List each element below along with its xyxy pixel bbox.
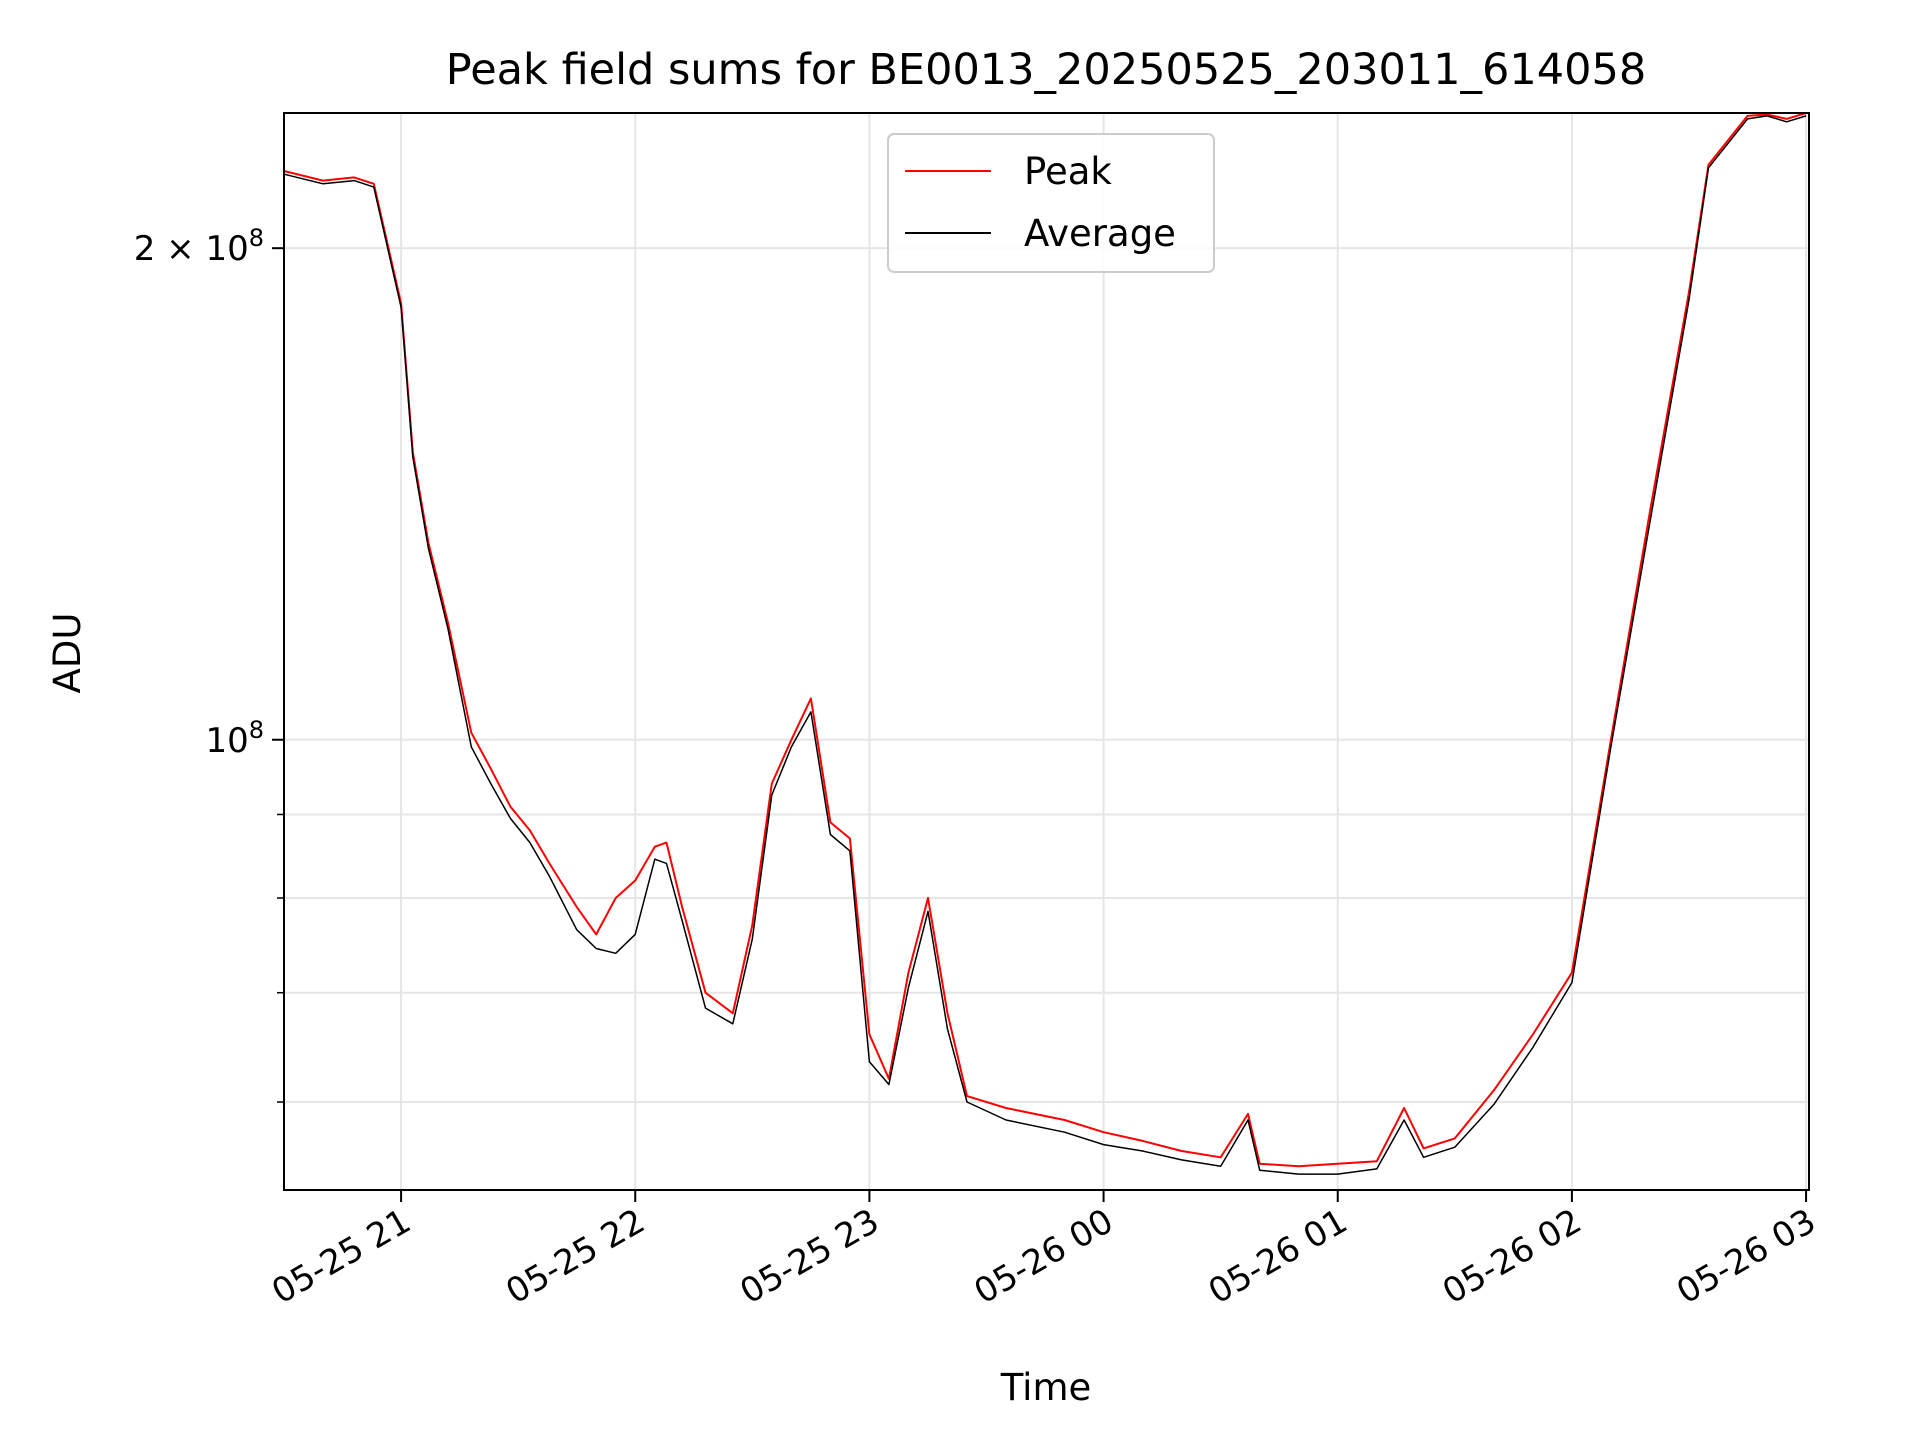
series-line-average bbox=[283, 115, 1807, 1175]
plot-frame bbox=[283, 112, 1810, 1191]
series-lines bbox=[283, 112, 1807, 1175]
legend-label-average: Average bbox=[1024, 212, 1176, 255]
grid bbox=[284, 113, 1809, 1190]
y-tick-label: 2 × 108 bbox=[134, 224, 264, 269]
y-axis-label: ADU bbox=[46, 613, 89, 694]
legend-box bbox=[887, 133, 1215, 273]
x-axis-label: Time bbox=[1000, 1366, 1092, 1409]
y-tick-label: 108 bbox=[205, 716, 264, 761]
chart-title: Peak field sums for BE0013_20250525_2030… bbox=[446, 45, 1646, 95]
legend-label-peak: Peak bbox=[1024, 150, 1112, 193]
legend: Peak Average bbox=[887, 133, 1215, 273]
series-line-peak bbox=[283, 112, 1807, 1168]
y-axis: 108 2 × 108 bbox=[134, 224, 284, 1103]
